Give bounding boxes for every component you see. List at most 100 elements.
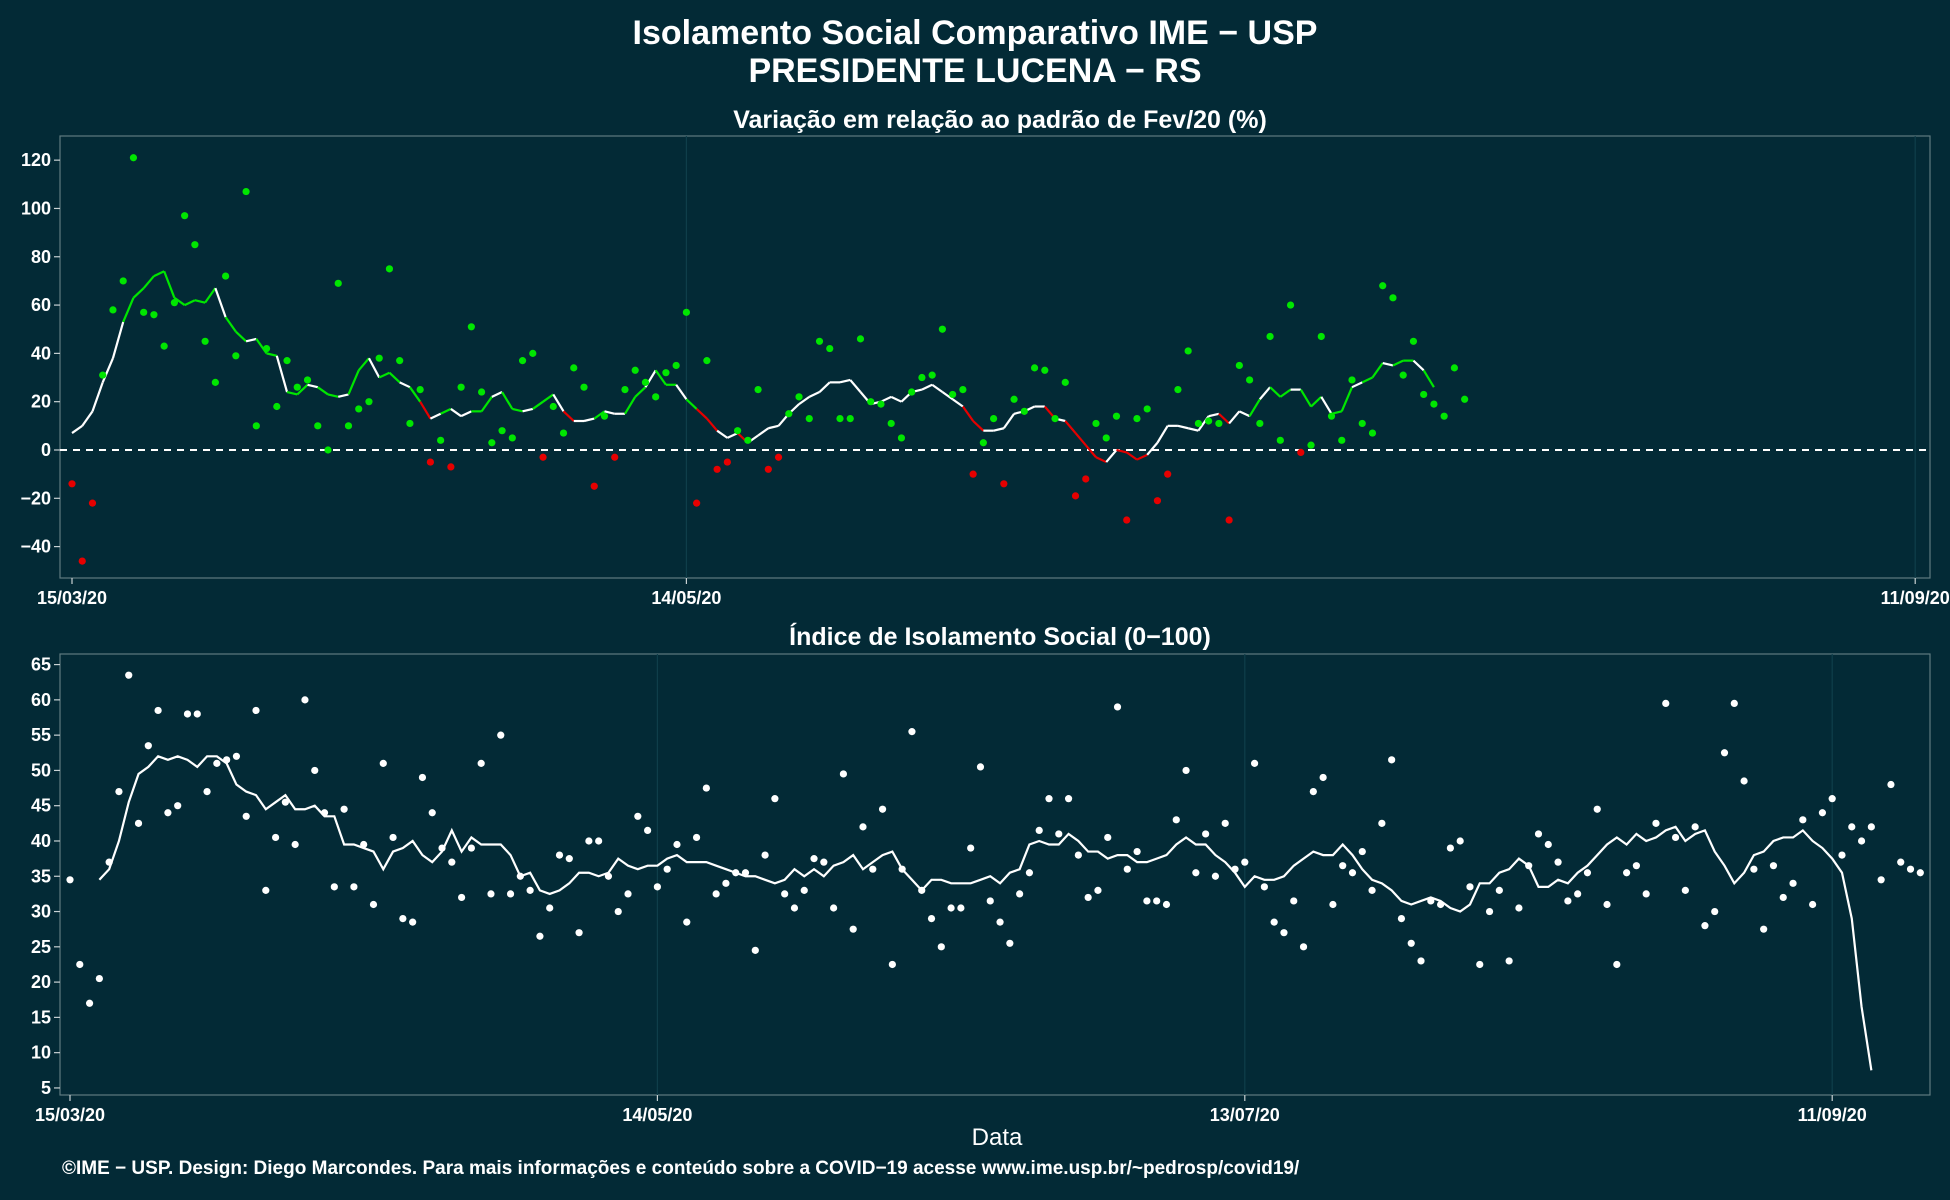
moving-average-segment <box>818 381 831 393</box>
data-point <box>467 844 475 852</box>
data-point <box>682 308 691 316</box>
data-point <box>1241 858 1249 866</box>
data-point <box>555 851 564 859</box>
data-point <box>536 932 544 940</box>
moving-average-segment <box>1310 396 1323 408</box>
data-point <box>154 706 162 715</box>
moving-average-segment <box>224 316 237 333</box>
data-point <box>1446 844 1454 852</box>
data-point <box>1164 470 1172 478</box>
data-point <box>68 480 76 488</box>
moving-average-segment <box>654 369 667 386</box>
data-point <box>1348 869 1357 877</box>
data-point <box>1848 823 1856 831</box>
moving-average-segment <box>1299 389 1312 408</box>
data-point <box>426 458 434 466</box>
moving-average-segment <box>235 330 247 343</box>
data-point <box>641 378 650 386</box>
data-point <box>744 436 752 444</box>
moving-average-segment <box>142 275 155 289</box>
data-point <box>1071 492 1080 500</box>
moving-average-segment <box>931 383 944 393</box>
moving-average-segment <box>214 287 227 318</box>
data-point <box>830 904 838 912</box>
data-point <box>183 710 192 718</box>
data-point <box>1399 371 1407 379</box>
data-point <box>1348 376 1356 384</box>
data-point <box>565 855 573 863</box>
data-point <box>1266 332 1274 341</box>
data-point <box>1317 332 1325 341</box>
moving-average-segment <box>849 379 862 393</box>
data-point <box>1094 886 1102 894</box>
data-point <box>330 883 338 891</box>
data-point <box>751 946 759 954</box>
moving-average-segment <box>1136 453 1148 461</box>
data-point <box>1202 830 1210 838</box>
data-point <box>262 886 270 894</box>
data-point <box>360 840 368 849</box>
data-point <box>85 999 94 1007</box>
data-point <box>1006 939 1014 947</box>
data-point <box>585 837 593 845</box>
y-tick-label: 5 <box>41 1078 51 1098</box>
data-point <box>1338 436 1346 444</box>
data-point <box>1194 419 1202 428</box>
data-point <box>324 446 332 454</box>
data-point <box>918 886 926 894</box>
data-point <box>1867 823 1875 831</box>
data-point <box>497 731 505 739</box>
data-point <box>1368 429 1377 437</box>
moving-average-segment <box>532 400 544 410</box>
data-point <box>1000 480 1008 488</box>
y-tick-label: 80 <box>31 247 51 267</box>
data-point <box>1485 907 1494 916</box>
data-point <box>1319 773 1327 782</box>
moving-average-segment <box>1002 413 1015 429</box>
data-point <box>271 833 280 842</box>
data-point <box>134 819 143 827</box>
moving-average-segment <box>1269 386 1282 398</box>
data-point <box>653 883 662 891</box>
moving-average-segment <box>71 424 83 434</box>
data-point <box>1025 869 1034 877</box>
plot-area <box>59 653 1931 1096</box>
moving-average-segment <box>972 420 985 432</box>
data-point <box>1016 890 1024 898</box>
data-point <box>949 390 957 399</box>
data-point <box>1916 869 1924 877</box>
data-point <box>1250 759 1259 767</box>
data-point <box>1174 386 1182 394</box>
data-point <box>604 872 613 880</box>
data-point <box>754 386 762 394</box>
data-point <box>631 366 639 374</box>
chart-panel-1: Variação em relação ao padrão de Fev/20 … <box>20 106 1949 608</box>
data-point <box>1388 756 1396 764</box>
moving-average-segment <box>111 321 125 359</box>
data-point <box>849 925 857 933</box>
data-point <box>1711 907 1719 916</box>
data-point <box>1407 939 1415 947</box>
data-point <box>1020 407 1028 415</box>
data-point <box>1409 337 1418 345</box>
moving-average-segment <box>1208 412 1220 418</box>
moving-average-segment <box>839 378 851 384</box>
moving-average-segment <box>808 391 820 398</box>
chart-title: Isolamento Social Comparativo IME − USP <box>632 14 1318 52</box>
data-point <box>683 918 691 926</box>
data-point <box>334 279 342 287</box>
data-point <box>859 823 867 831</box>
data-point <box>213 759 221 767</box>
data-point <box>95 974 103 983</box>
moving-average-segment <box>1218 412 1230 425</box>
data-point <box>1035 826 1043 835</box>
data-point <box>761 851 769 859</box>
data-point <box>1681 886 1689 894</box>
moving-average-segment <box>337 393 349 398</box>
data-point <box>438 844 446 852</box>
data-point <box>1358 419 1366 428</box>
data-point <box>99 371 107 379</box>
moving-average-segment <box>91 381 104 412</box>
moving-average-segment <box>81 410 94 427</box>
data-point <box>119 277 127 285</box>
